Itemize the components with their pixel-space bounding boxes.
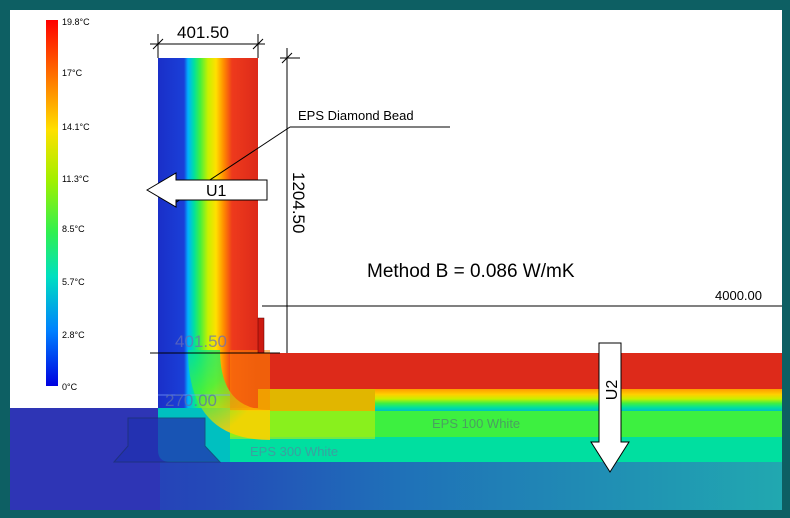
temperature-legend-bar bbox=[46, 20, 58, 386]
legend-tick: 14.1°C bbox=[62, 122, 90, 132]
temperature-legend-ticks: 19.8°C 17°C 14.1°C 11.3°C 8.5°C 5.7°C 2.… bbox=[62, 17, 90, 392]
u2-heat-flow-arrow: U2 bbox=[590, 342, 630, 473]
legend-tick: 5.7°C bbox=[62, 277, 85, 287]
eps-diamond-bead-label: EPS Diamond Bead bbox=[298, 108, 414, 123]
legend-tick: 2.8°C bbox=[62, 330, 85, 340]
legend-tick: 19.8°C bbox=[62, 17, 90, 27]
eps-300-white-label: EPS 300 White bbox=[250, 444, 338, 459]
wall-top-width-dimension: 401.50 bbox=[177, 23, 229, 42]
method-b-result: Method B = 0.086 W/mK bbox=[367, 261, 575, 282]
eps-100-white-label: EPS 100 White bbox=[432, 416, 520, 431]
u1-label: U1 bbox=[206, 183, 227, 200]
dpc-strip bbox=[257, 317, 265, 354]
thermal-diagram: 19.8°C 17°C 14.1°C 11.3°C 8.5°C 5.7°C 2.… bbox=[10, 17, 782, 510]
thermal-diagram-canvas: 19.8°C 17°C 14.1°C 11.3°C 8.5°C 5.7°C 2.… bbox=[10, 10, 782, 510]
u2-label: U2 bbox=[604, 380, 621, 401]
corner-warm-zone bbox=[230, 350, 270, 410]
u1-heat-flow-arrow: U1 bbox=[146, 172, 268, 208]
floor-slab bbox=[230, 353, 782, 389]
eps-300-layer bbox=[230, 437, 782, 462]
legend-tick: 11.3°C bbox=[62, 174, 89, 184]
wall-height-dimension: 1204.50 bbox=[289, 172, 308, 233]
wall-section bbox=[158, 58, 258, 408]
eps-100-upper-layer bbox=[375, 389, 782, 411]
wall-bottom-width-dimension: 401.50 bbox=[175, 332, 227, 351]
footing-outline bbox=[112, 417, 222, 463]
footing-width-dimension: 270.00 bbox=[165, 391, 217, 410]
legend-tick: 0°C bbox=[62, 382, 78, 392]
floor-length-dimension: 4000.00 bbox=[715, 288, 762, 303]
legend-tick: 17°C bbox=[62, 68, 83, 78]
dimension-lines bbox=[150, 34, 782, 354]
legend-tick: 8.5°C bbox=[62, 224, 85, 234]
